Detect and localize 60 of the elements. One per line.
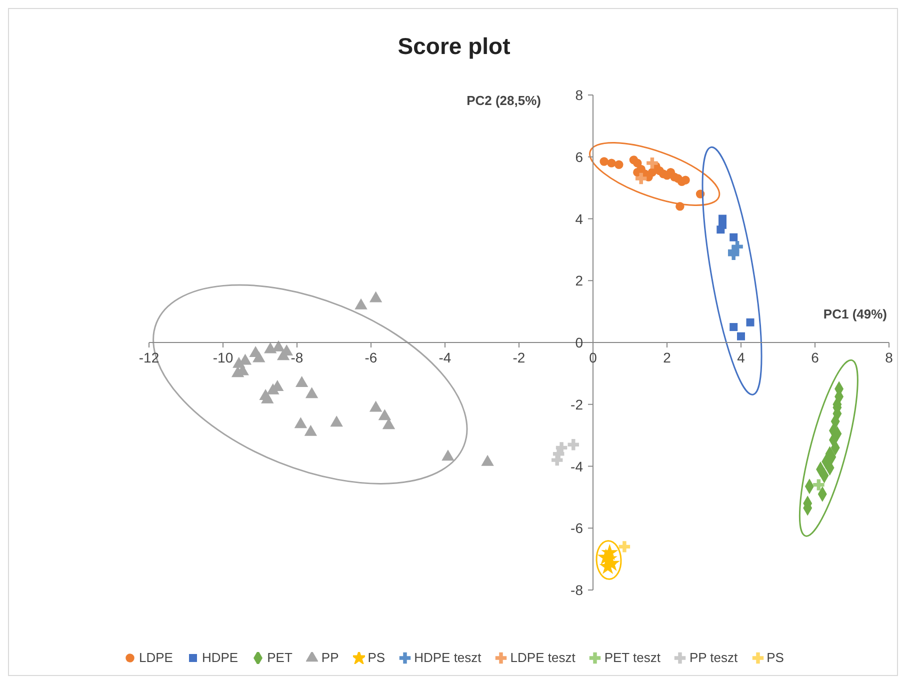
legend-label: HDPE xyxy=(202,650,238,665)
point xyxy=(633,158,642,168)
y-axis-title: PC2 (28,5%) xyxy=(466,93,541,108)
x-tick-label: 4 xyxy=(737,350,746,366)
legend-label: PET teszt xyxy=(604,650,660,665)
point xyxy=(552,454,563,466)
y-tick-label: -4 xyxy=(570,458,584,474)
point xyxy=(231,366,244,378)
x-tick-label: 8 xyxy=(885,350,894,366)
point xyxy=(442,450,454,461)
x-tick-label: 2 xyxy=(663,350,672,366)
point xyxy=(330,416,343,427)
y-tick-label: -2 xyxy=(570,396,584,412)
x-tick-label: -8 xyxy=(290,350,304,366)
point xyxy=(556,442,568,454)
point xyxy=(737,332,745,340)
point xyxy=(568,438,579,450)
x-axis-title: PC1 (49%) xyxy=(823,306,887,322)
x-tick-label: -10 xyxy=(212,350,234,366)
legend-label: LDPE teszt xyxy=(510,650,576,665)
point xyxy=(382,418,396,430)
point xyxy=(730,323,738,332)
y-tick-label: 6 xyxy=(575,148,584,165)
legend-label: PP xyxy=(321,650,339,665)
y-tick-label: -8 xyxy=(570,582,584,598)
x-tick-label: -4 xyxy=(438,350,452,366)
point xyxy=(252,351,266,362)
legend-label: PP teszt xyxy=(689,650,738,665)
x-tick-label: -2 xyxy=(512,350,526,366)
point xyxy=(607,158,616,168)
y-tick-label: 2 xyxy=(575,272,584,289)
point xyxy=(600,157,608,166)
x-tick-label: -6 xyxy=(364,350,378,366)
y-tick-label: -6 xyxy=(570,520,584,536)
x-tick-label: 6 xyxy=(811,350,820,366)
x-tick-label: -12 xyxy=(138,350,160,366)
point xyxy=(614,160,624,169)
legend-label: PS xyxy=(766,650,784,665)
legend-label: PET xyxy=(267,650,292,665)
point xyxy=(716,226,725,234)
point xyxy=(646,157,658,169)
point xyxy=(294,417,308,428)
legend-label: LDPE xyxy=(139,650,173,665)
point xyxy=(635,172,647,184)
y-tick-label: 8 xyxy=(575,87,584,103)
point xyxy=(746,318,754,326)
point xyxy=(681,176,690,184)
point xyxy=(481,454,494,466)
point xyxy=(813,479,824,490)
legend-label: HDPE teszt xyxy=(414,650,482,665)
point xyxy=(618,541,630,552)
y-tick-label: 4 xyxy=(575,210,584,227)
point xyxy=(295,376,308,388)
chart-title: Score plot xyxy=(396,33,512,60)
legend-label: PS xyxy=(368,650,386,665)
point xyxy=(378,409,392,420)
point xyxy=(305,387,318,398)
point xyxy=(369,400,382,412)
point xyxy=(730,233,738,242)
point xyxy=(728,246,740,257)
